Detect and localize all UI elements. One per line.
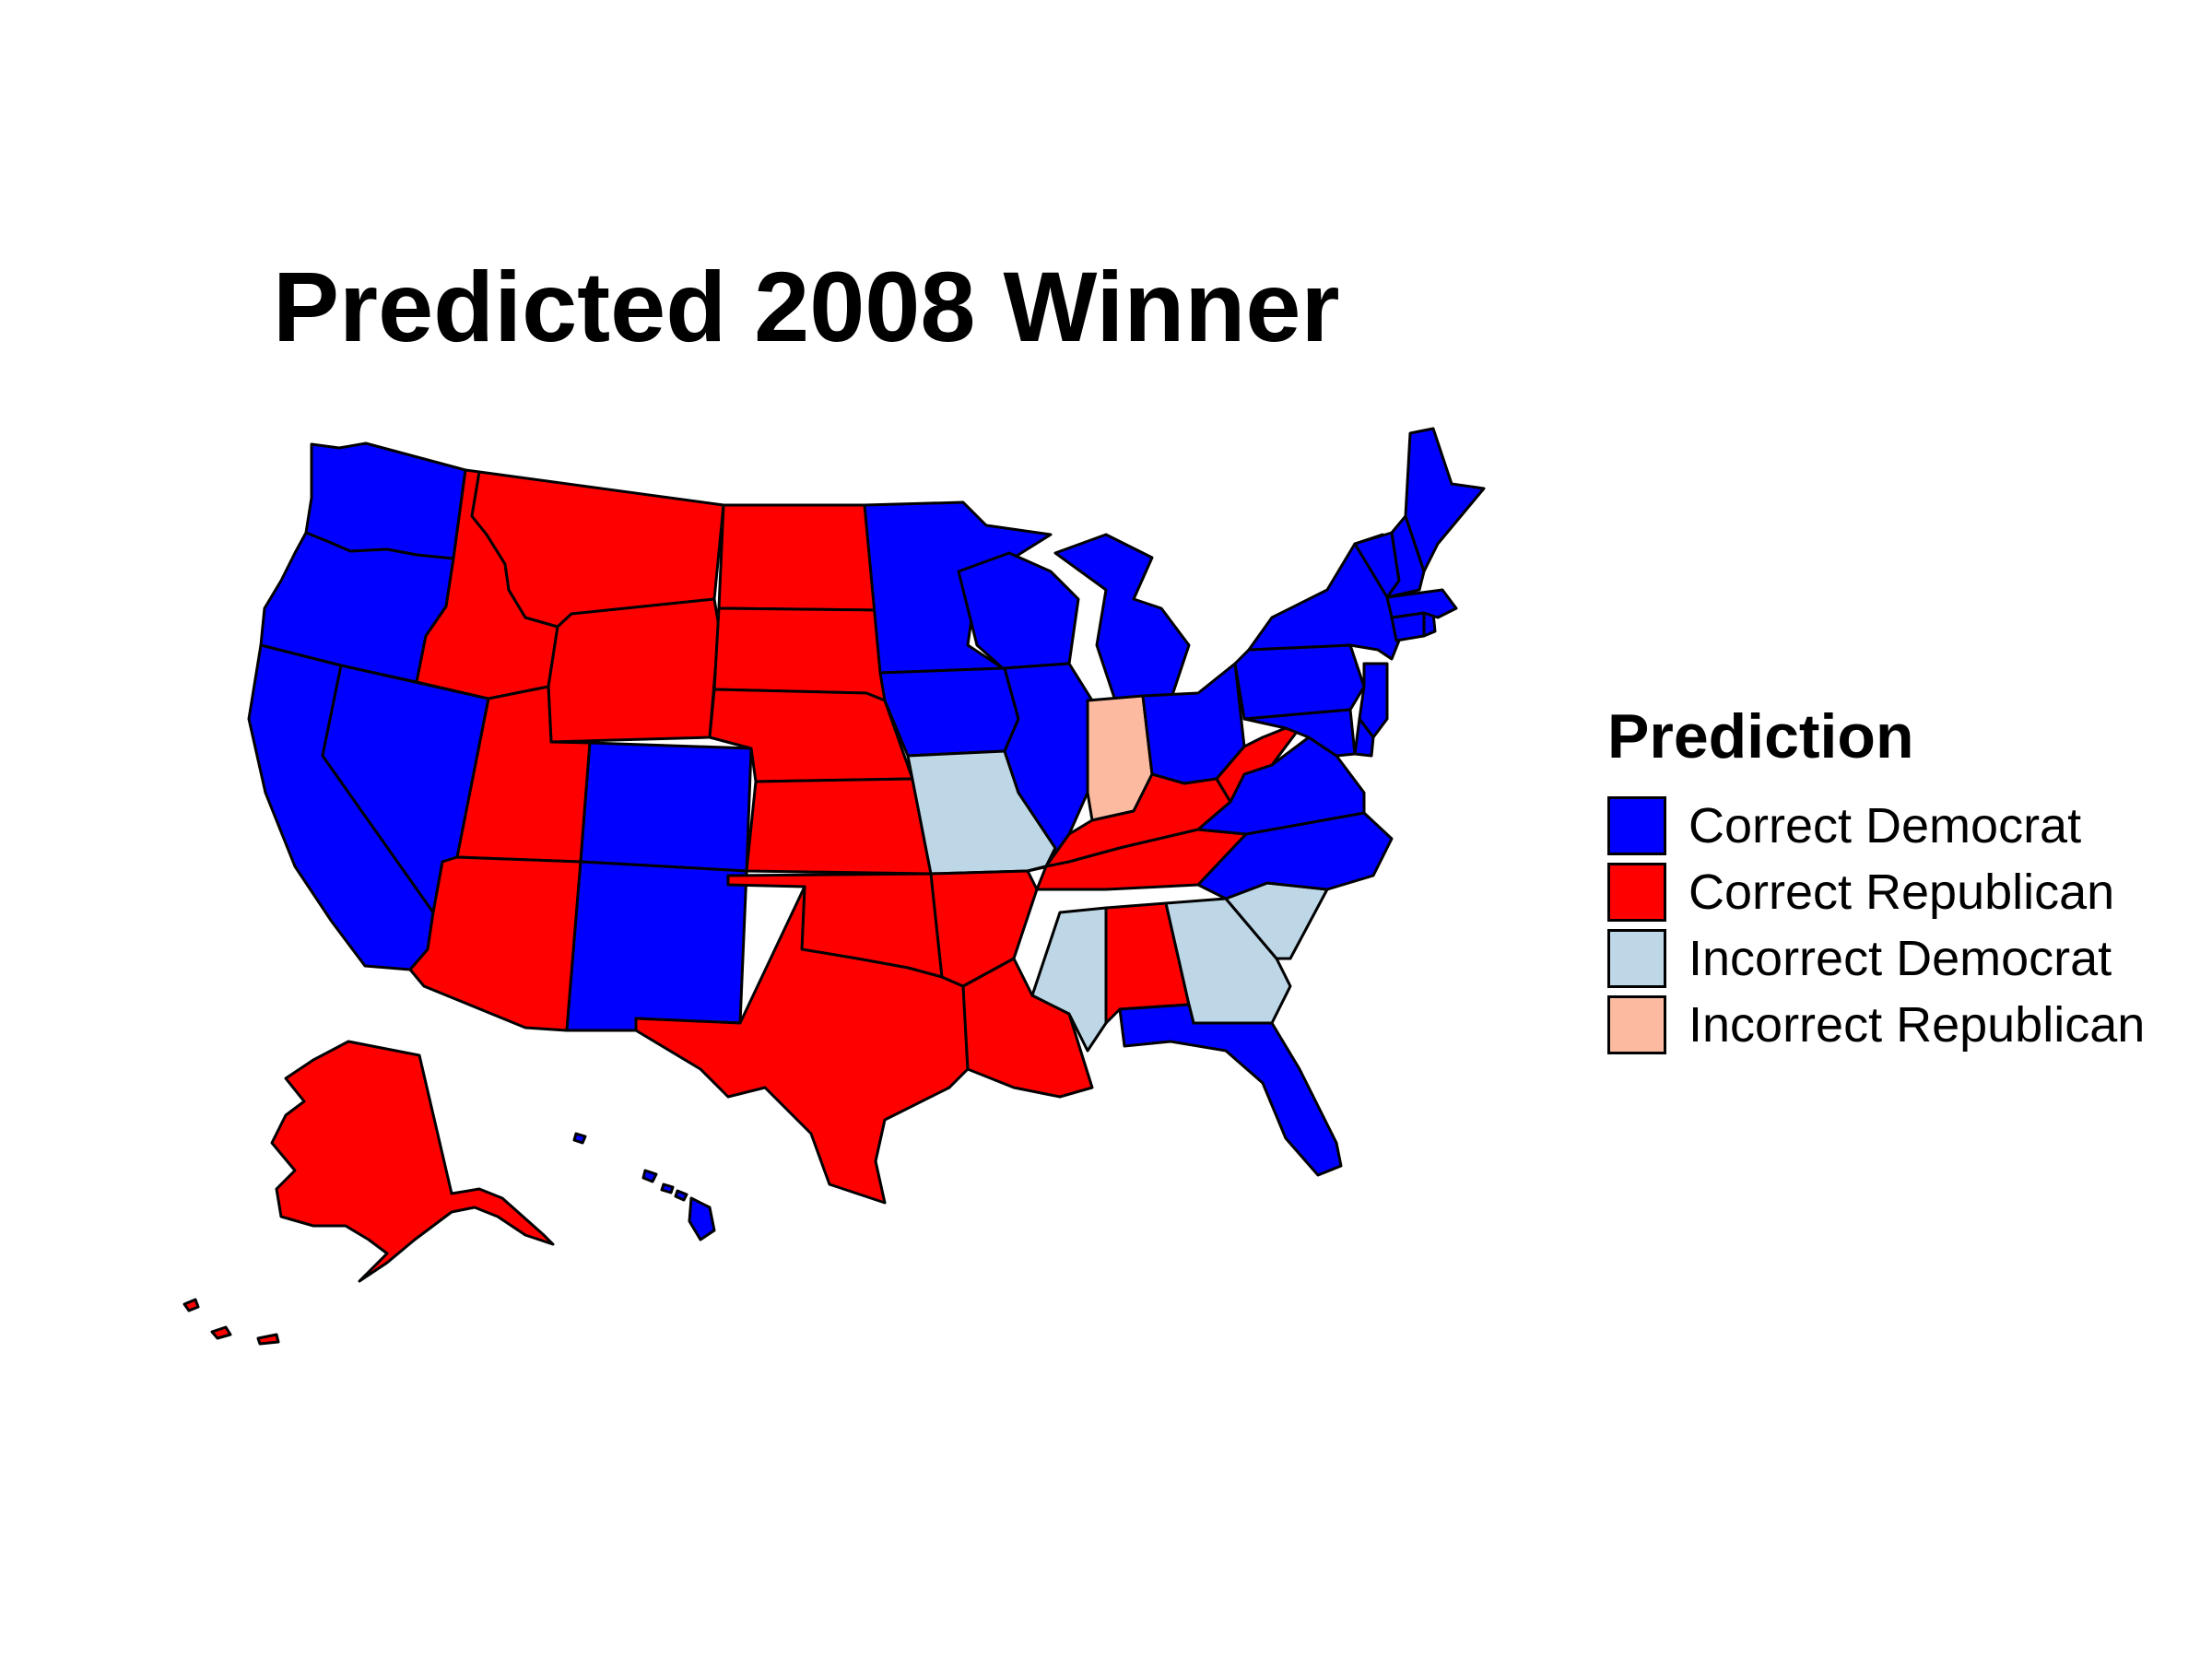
legend-swatch-correct-democrat (1607, 796, 1666, 855)
state-alaska (270, 1040, 555, 1283)
legend-label-correct-democrat: Correct Democrat (1688, 798, 2082, 853)
state-north-dakota (717, 503, 882, 612)
state-alaska-island (182, 1298, 200, 1312)
legend-label-incorrect-democrat: Incorrect Democrat (1688, 931, 2112, 986)
legend-item-correct-democrat: Correct Democrat (1607, 793, 2145, 859)
legend-title: Prediction (1607, 701, 1914, 771)
state-hawaii (688, 1196, 716, 1241)
state-hawaii-island (674, 1189, 688, 1202)
state-pennsylvania (1233, 643, 1366, 721)
legend-label-correct-republican: Correct Republican (1688, 865, 2115, 920)
state-texas (634, 885, 970, 1205)
legend-label-incorrect-republican: Incorrect Republican (1688, 997, 2146, 1053)
state-wyoming (547, 597, 721, 744)
legend-item-incorrect-democrat: Incorrect Democrat (1607, 925, 2145, 992)
state-maine (1404, 427, 1486, 573)
state-hawaii-island (660, 1182, 675, 1194)
state-hawaii-island (572, 1132, 587, 1145)
legend-swatch-correct-republican (1607, 863, 1666, 922)
state-iowa (878, 666, 1020, 758)
state-new-mexico (565, 860, 748, 1032)
state-massachusetts (1385, 588, 1458, 619)
map-title: Predicted 2008 Winner (273, 251, 1340, 362)
state-florida (1118, 1003, 1343, 1177)
legend-swatch-incorrect-democrat (1607, 929, 1666, 988)
legend-swatch-incorrect-republican (1607, 995, 1666, 1054)
state-south-dakota (712, 606, 887, 702)
state-maryland (1242, 708, 1357, 758)
state-louisiana (961, 957, 1094, 1099)
legend-item-correct-republican: Correct Republican (1607, 859, 2145, 925)
state-alaska-island (256, 1333, 280, 1346)
state-colorado (579, 741, 753, 873)
state-alaska-island (210, 1325, 232, 1340)
legend-item-incorrect-republican: Incorrect Republican (1607, 992, 2145, 1058)
state-michigan (1053, 533, 1191, 702)
state-montana (470, 470, 725, 629)
state-hawaii-island (641, 1169, 658, 1183)
state-arkansas (929, 869, 1039, 988)
state-delaware (1353, 717, 1375, 758)
state-kansas (745, 777, 933, 876)
legend: Prediction Correct Democrat Correct Repu… (1607, 700, 2145, 1058)
